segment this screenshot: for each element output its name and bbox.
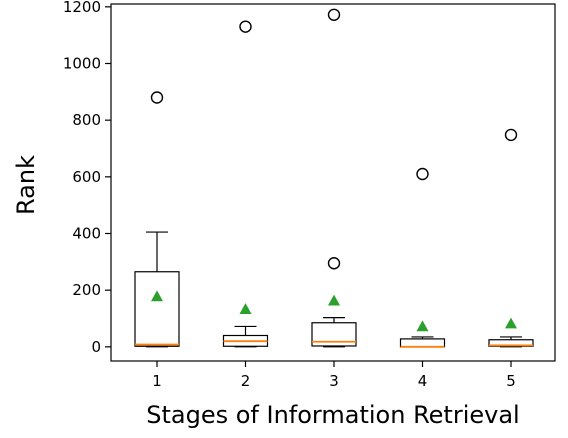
mean-marker [239,303,252,314]
outlier-point [239,20,252,33]
mean-marker [416,320,429,332]
x-axis-label: Stages of Information Retrieval [146,401,519,429]
plot-area [110,3,556,362]
box [134,271,180,347]
mean-marker [505,317,517,329]
boxes-group [134,8,534,348]
x-tick-label: 3 [329,372,339,390]
y-tick-label: 400 [72,225,101,243]
y-tick-label: 200 [72,281,101,299]
outlier-point [327,257,341,270]
x-axis: 1 2 3 4 5 [152,361,516,390]
outlier-point [416,167,429,181]
y-tick-label: 1000 [63,55,101,73]
y-axis: 0 200 400 600 800 1000 1200 [63,0,111,356]
y-tick-label: 800 [72,111,101,129]
mean-marker [328,294,340,306]
outlier-point [150,91,164,104]
outlier-point [327,8,341,21]
y-tick-label: 600 [72,168,101,186]
y-tick-label: 0 [91,338,101,356]
y-tick-label: 1200 [63,0,101,16]
x-tick-label: 2 [241,372,251,390]
box [311,322,357,347]
y-axis-label: Rank [12,155,40,215]
x-tick-label: 4 [418,372,428,390]
x-tick-label: 1 [152,372,162,390]
x-tick-label: 5 [506,372,516,390]
mean-marker [151,290,163,302]
outlier-point [504,128,518,142]
